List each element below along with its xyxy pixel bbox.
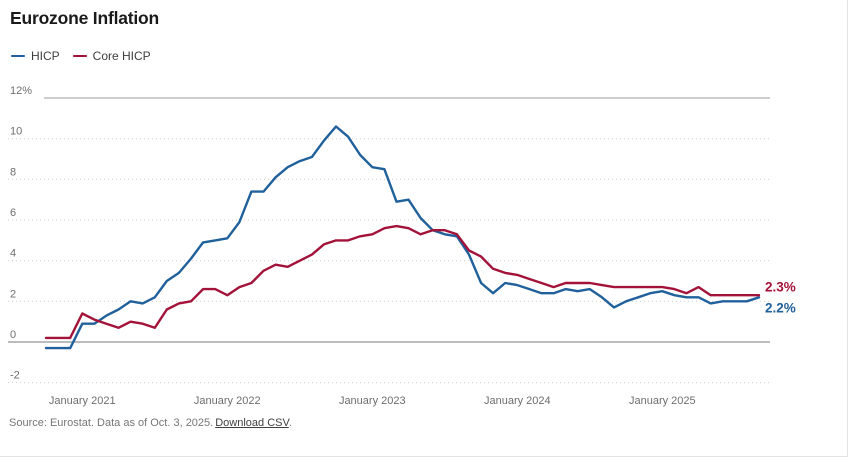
x-axis-label: January 2025 bbox=[629, 395, 696, 407]
x-axis-label: January 2023 bbox=[339, 395, 406, 407]
hicp-line-swatch-icon bbox=[11, 54, 25, 58]
legend-label-hicp: HICP bbox=[31, 49, 60, 63]
legend: HICP Core HICP bbox=[11, 49, 151, 63]
y-axis-label: 2 bbox=[10, 288, 16, 300]
legend-label-core-hicp: Core HICP bbox=[92, 49, 151, 63]
source-suffix: . bbox=[288, 417, 292, 429]
x-axis-label: January 2022 bbox=[194, 395, 261, 407]
hicp-line bbox=[44, 125, 761, 350]
y-axis-label: 4 bbox=[10, 248, 16, 260]
y-axis-label: -2 bbox=[10, 370, 20, 382]
x-axis-label: January 2021 bbox=[49, 395, 116, 407]
y-axis-label: 6 bbox=[10, 207, 16, 219]
legend-item-hicp: HICP bbox=[11, 49, 60, 63]
core-hicp-line-swatch-icon bbox=[72, 54, 87, 58]
x-axis-label: January 2024 bbox=[484, 395, 551, 407]
page-title: Eurozone Inflation bbox=[10, 8, 160, 28]
y-axis-label: 10 bbox=[10, 126, 22, 138]
y-axis-label: 8 bbox=[10, 166, 16, 178]
y-axis-label: 12% bbox=[10, 85, 32, 97]
download-csv-link[interactable]: Download CSV bbox=[215, 417, 289, 429]
source-text: Source: Eurostat. Data as of Oct. 3, 202… bbox=[9, 417, 214, 429]
legend-item-core-hicp: Core HICP bbox=[72, 49, 151, 63]
core-hicp-line bbox=[44, 224, 761, 340]
end-label-hicp: 2.2% bbox=[765, 300, 796, 315]
end-label-core-hicp: 2.3% bbox=[765, 279, 796, 294]
source-note: Source: Eurostat. Data as of Oct. 3, 202… bbox=[9, 417, 292, 429]
y-axis-label: 0 bbox=[10, 329, 16, 341]
